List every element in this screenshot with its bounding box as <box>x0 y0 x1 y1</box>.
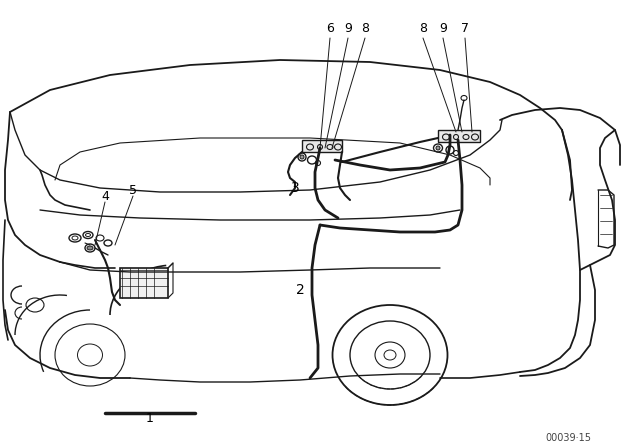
Text: 00039·15: 00039·15 <box>545 433 591 443</box>
Bar <box>438 130 480 142</box>
Text: 8: 8 <box>361 22 369 34</box>
Text: 8: 8 <box>419 22 427 34</box>
Text: 9: 9 <box>439 22 447 34</box>
Bar <box>302 140 342 152</box>
Text: 9: 9 <box>344 22 352 34</box>
Text: 2: 2 <box>296 283 305 297</box>
Text: 4: 4 <box>101 190 109 202</box>
Text: 1: 1 <box>146 412 154 425</box>
Ellipse shape <box>300 155 304 159</box>
Ellipse shape <box>436 146 440 150</box>
Text: 7: 7 <box>461 22 469 34</box>
Ellipse shape <box>87 246 93 250</box>
Text: 6: 6 <box>326 22 334 34</box>
Bar <box>120 268 168 298</box>
Text: 3: 3 <box>291 181 300 195</box>
Text: 5: 5 <box>129 184 137 197</box>
